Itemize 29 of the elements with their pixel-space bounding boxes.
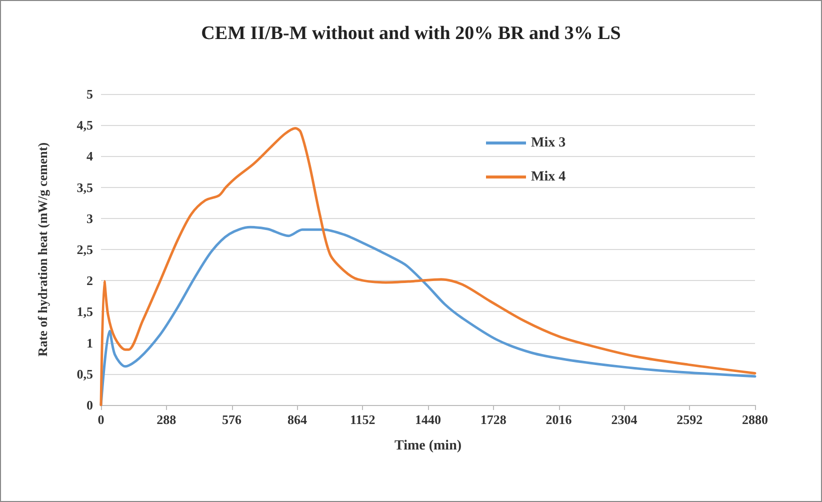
legend-label: Mix 3 [531, 136, 566, 150]
y-tick-label: 1 [86, 335, 93, 350]
x-tick-label: 2880 [742, 412, 768, 427]
line-series [100, 226, 756, 406]
x-tick-label: 2304 [611, 412, 638, 427]
y-tick-label: 3,5 [76, 180, 94, 195]
x-tick-label: 864 [287, 412, 308, 427]
x-tick-label: 576 [222, 412, 242, 427]
x-tick-label: 2592 [676, 412, 703, 427]
x-tick-label: 1728 [480, 412, 507, 427]
chart-title: CEM II/B-M without and with 20% BR and 3% LS [201, 23, 621, 44]
legend-label: Mix 4 [531, 170, 566, 184]
x-tick-label: 1440 [415, 412, 441, 427]
y-tick-label: 0,5 [76, 366, 94, 382]
y-tick-label: 4 [86, 148, 94, 164]
x-axis-title: Time (min) [394, 438, 462, 454]
x-tick-label: 1152 [350, 412, 376, 427]
y-tick-label: 3 [86, 210, 94, 226]
y-tick-label: 5 [86, 86, 94, 102]
y-axis-title: Rate of hydration heat (mW/g cement) [35, 142, 50, 357]
y-tick-label: 2 [86, 273, 93, 288]
y-tick-label: 0 [86, 398, 93, 412]
y-tick-label: 1,5 [76, 304, 94, 320]
x-tick-label: 288 [156, 412, 177, 427]
y-tick-label: 2,5 [76, 242, 94, 257]
x-tick-label: 2016 [546, 412, 572, 427]
x-tick-label: 0 [98, 412, 104, 427]
line-series [100, 126, 756, 406]
y-tick-label: 4,5 [76, 118, 94, 133]
